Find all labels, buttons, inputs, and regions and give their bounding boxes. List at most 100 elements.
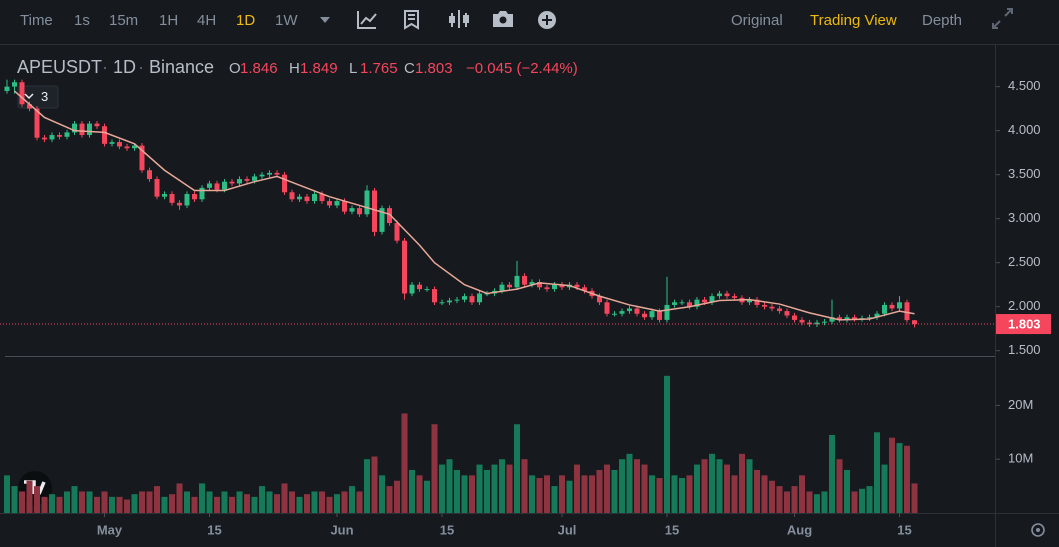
volume-bar bbox=[131, 494, 138, 513]
volume-bar bbox=[266, 491, 273, 513]
volume-bar bbox=[281, 483, 288, 513]
volume-bar bbox=[11, 486, 18, 513]
y-tick-label: 3.500 bbox=[1008, 166, 1041, 181]
candle-body bbox=[259, 174, 265, 177]
interval-button[interactable]: 1H bbox=[159, 12, 178, 29]
candle-body bbox=[19, 82, 25, 105]
candle-body bbox=[132, 145, 137, 149]
candle-body bbox=[904, 302, 910, 321]
ohlc-value: 1.803 bbox=[415, 60, 453, 77]
candle-body bbox=[64, 132, 70, 137]
volume-bar bbox=[221, 491, 228, 513]
candle-body bbox=[207, 183, 212, 188]
fullscreen-icon[interactable] bbox=[992, 8, 1013, 29]
volume-bar bbox=[49, 494, 55, 513]
candle-body bbox=[889, 304, 895, 309]
candle-body bbox=[732, 296, 737, 298]
candle-body bbox=[387, 208, 392, 224]
candle-body bbox=[499, 284, 505, 291]
volume-bar bbox=[596, 469, 603, 513]
volume-bar bbox=[791, 486, 798, 513]
volume-bar bbox=[589, 475, 595, 513]
view-tab[interactable]: Trading View bbox=[810, 12, 897, 29]
candle-body bbox=[747, 299, 752, 303]
moving-average bbox=[14, 90, 915, 321]
candle-body bbox=[852, 317, 857, 320]
candle-body bbox=[477, 293, 482, 303]
ohlc-value: 1.849 bbox=[300, 60, 338, 77]
candle-body bbox=[379, 208, 385, 232]
candle-body bbox=[799, 319, 805, 323]
candle-body bbox=[664, 304, 670, 320]
volume-bar bbox=[274, 494, 280, 513]
volume-bar bbox=[364, 459, 370, 513]
candle-body bbox=[814, 322, 820, 325]
candle-body bbox=[94, 123, 100, 127]
candle-body bbox=[334, 201, 340, 206]
volume-bar bbox=[656, 478, 663, 513]
candle-body bbox=[349, 208, 355, 212]
candle-body bbox=[312, 194, 317, 202]
candle-body bbox=[139, 145, 145, 171]
collapse-icon bbox=[24, 93, 34, 100]
volume-bar bbox=[626, 453, 633, 513]
candle-body bbox=[469, 296, 475, 303]
candle-body bbox=[537, 282, 542, 288]
candle-body bbox=[627, 308, 632, 312]
volume-bar bbox=[409, 469, 415, 513]
template-icon[interactable] bbox=[404, 10, 419, 30]
volume-bar bbox=[454, 469, 460, 513]
interval-button[interactable]: 1D bbox=[236, 12, 255, 29]
candle-body bbox=[117, 142, 122, 147]
candle-body bbox=[582, 287, 587, 291]
candle-body bbox=[694, 299, 700, 307]
candle-body bbox=[109, 142, 115, 144]
view-tab[interactable]: Original bbox=[731, 12, 783, 29]
volume-bar bbox=[56, 496, 63, 513]
volume-bar bbox=[739, 453, 745, 513]
candle-body bbox=[214, 183, 220, 190]
interval-button[interactable]: 15m bbox=[109, 12, 138, 29]
x-tick-label: 15 bbox=[665, 522, 679, 537]
candle-body bbox=[642, 313, 647, 318]
indicator-icon[interactable] bbox=[357, 11, 377, 29]
candle-body bbox=[724, 293, 730, 297]
volume-bar bbox=[754, 469, 760, 513]
interval-button[interactable]: 4H bbox=[197, 12, 216, 29]
separator: · bbox=[102, 57, 108, 77]
candle-body bbox=[87, 123, 92, 136]
interval-button[interactable]: 1W bbox=[275, 12, 298, 29]
volume-bar bbox=[491, 464, 498, 513]
volume-bar bbox=[259, 486, 265, 513]
candle-body bbox=[364, 190, 370, 215]
interval-button[interactable]: 1s bbox=[74, 12, 90, 29]
volume-bar bbox=[394, 480, 400, 513]
volume-bar bbox=[379, 475, 385, 513]
volume-bar bbox=[371, 456, 378, 513]
settings-icon[interactable] bbox=[1031, 523, 1045, 537]
candle-body bbox=[552, 284, 557, 290]
y-tick-label: 3.000 bbox=[1008, 210, 1041, 225]
volume-bar bbox=[146, 491, 153, 513]
dropdown-icon[interactable] bbox=[320, 17, 330, 23]
volume-bar bbox=[694, 464, 700, 513]
view-tab[interactable]: Depth bbox=[922, 12, 962, 29]
volume-bar bbox=[139, 491, 145, 513]
candle-body bbox=[102, 126, 107, 144]
volume-bar bbox=[191, 496, 198, 513]
candle-body bbox=[79, 123, 85, 136]
candle-body bbox=[282, 174, 287, 193]
volume-bar bbox=[184, 491, 190, 513]
volume-bar bbox=[319, 491, 325, 513]
candle-body bbox=[42, 137, 47, 140]
x-tick-label: Jul bbox=[558, 522, 577, 537]
candle-body bbox=[154, 179, 160, 197]
ohlc-value: 1.846 bbox=[240, 60, 278, 77]
candle-body bbox=[319, 194, 325, 202]
candle-body bbox=[394, 223, 400, 241]
volume-bar bbox=[236, 491, 243, 513]
interval-button[interactable]: Time bbox=[20, 12, 53, 29]
candle-body bbox=[844, 317, 850, 320]
interval: 1D bbox=[113, 57, 136, 77]
add-icon-cross bbox=[542, 15, 552, 25]
